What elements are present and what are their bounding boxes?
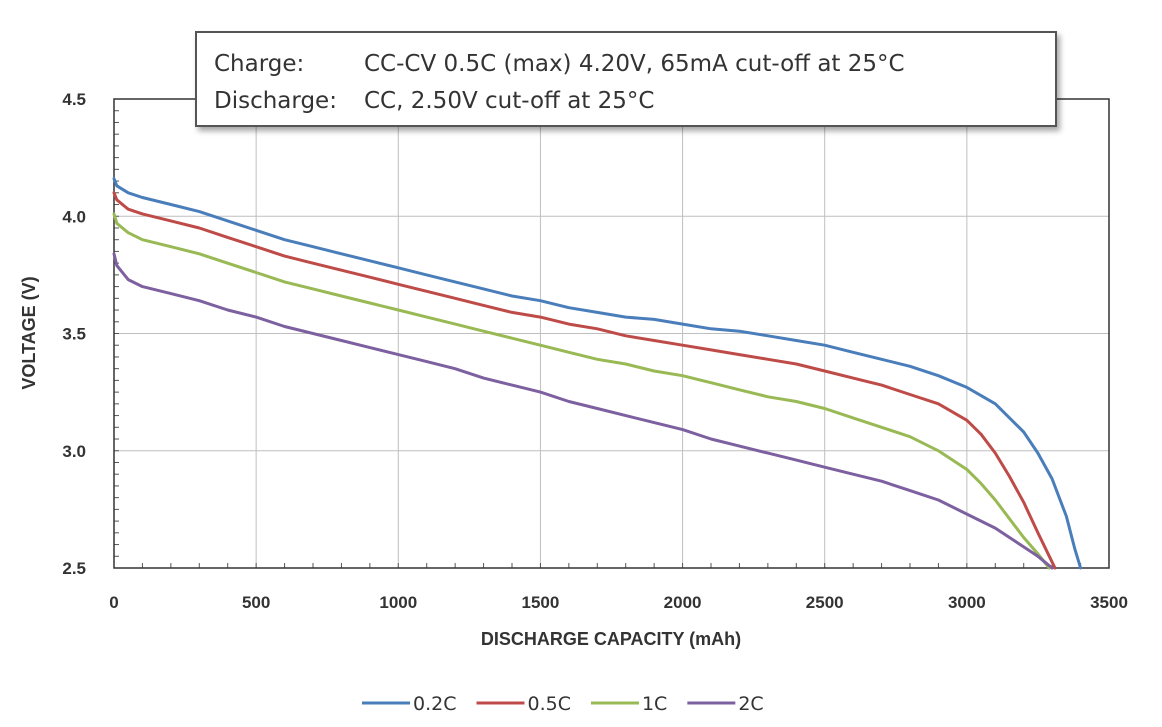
- y-axis-title: VOLTAGE (V): [19, 276, 39, 389]
- x-tick-label: 0: [109, 593, 118, 612]
- x-axis-title: DISCHARGE CAPACITY (mAh): [481, 629, 741, 649]
- x-tick-label: 2500: [806, 593, 844, 612]
- y-tick-label: 4.5: [62, 90, 86, 109]
- x-tick-label: 3500: [1090, 593, 1128, 612]
- x-tick-label: 500: [242, 593, 270, 612]
- minor-ticks: [114, 110, 1082, 568]
- annotation-discharge-text: CC, 2.50V cut-off at 25°C: [364, 88, 654, 114]
- series-line-1c: [112, 212, 1051, 570]
- legend: 0.2C 0.5C 1C 2C: [362, 693, 764, 715]
- series-line-0-2c: [112, 177, 1083, 570]
- grid: [114, 99, 1109, 568]
- annotation-charge-label: Charge:: [214, 51, 304, 77]
- x-axis-tick-labels: 0 500 1000 1500 2000 2500 3000 3500: [109, 593, 1128, 612]
- annotation-charge-text: CC-CV 0.5C (max) 4.20V, 65mA cut-off at …: [364, 51, 905, 77]
- x-tick-label: 3000: [948, 593, 986, 612]
- legend-label-0-5c: 0.5C: [527, 693, 570, 715]
- series-line-0-5c: [112, 191, 1057, 570]
- x-tick-label: 1500: [522, 593, 560, 612]
- y-tick-label: 3.0: [62, 442, 86, 461]
- y-tick-label: 4.0: [62, 207, 86, 226]
- y-axis-tick-labels: 2.5 3.0 3.5 4.0 4.5: [62, 90, 86, 578]
- series-lines: [112, 177, 1083, 570]
- legend-label-1c: 1C: [642, 693, 667, 715]
- annotation-discharge-label: Discharge:: [214, 88, 337, 114]
- y-tick-label: 3.5: [62, 325, 86, 344]
- x-tick-label: 1000: [379, 593, 417, 612]
- annotation-box: Charge: CC-CV 0.5C (max) 4.20V, 65mA cut…: [195, 31, 1057, 127]
- legend-label-0-2c: 0.2C: [413, 693, 456, 715]
- x-tick-label: 2000: [664, 593, 702, 612]
- legend-label-2c: 2C: [738, 693, 763, 715]
- series-line-2c: [112, 252, 1054, 570]
- y-tick-label: 2.5: [62, 559, 86, 578]
